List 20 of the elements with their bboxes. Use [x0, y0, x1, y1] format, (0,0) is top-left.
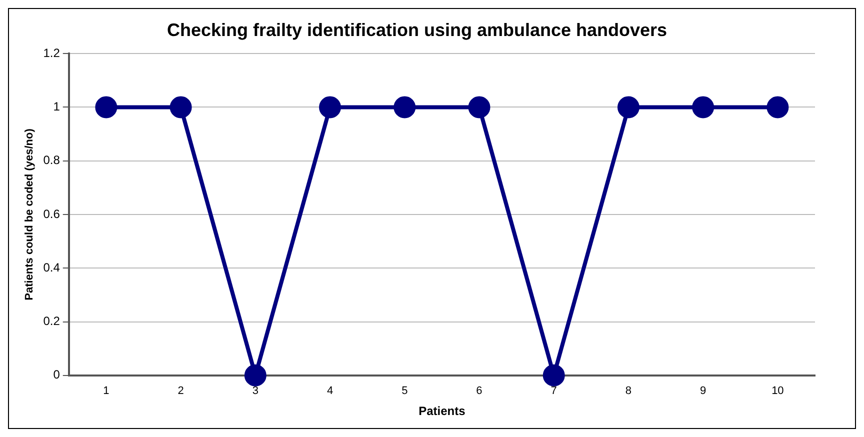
x-tick-label: 7 [550, 385, 557, 398]
x-tick-label: 2 [178, 385, 184, 398]
x-tick-label: 8 [625, 385, 632, 398]
y-tick-label: 0 [53, 368, 60, 382]
x-tick-label: 10 [772, 385, 784, 398]
chart-title: Checking frailty identification using ambulance handovers [166, 20, 668, 40]
y-tick-label: 1.2 [43, 46, 60, 60]
y-axis-title: Patients could be coded (yes/no) [24, 128, 36, 300]
x-tick-label: 3 [252, 385, 258, 398]
y-tick-label: 0.8 [43, 153, 60, 168]
y-tick-label: 0.2 [43, 314, 60, 328]
y-tick-label: 0.4 [43, 260, 60, 274]
x-tick-label: 6 [476, 385, 482, 398]
x-tick-label: 4 [326, 385, 334, 398]
y-tick-label: 1 [53, 100, 60, 114]
x-axis-title: Patients [418, 404, 466, 418]
y-tick-label: 0.6 [43, 206, 60, 221]
x-tick-label: 5 [402, 385, 408, 398]
x-tick-label: 1 [103, 385, 110, 398]
x-tick-label: 9 [700, 385, 706, 398]
